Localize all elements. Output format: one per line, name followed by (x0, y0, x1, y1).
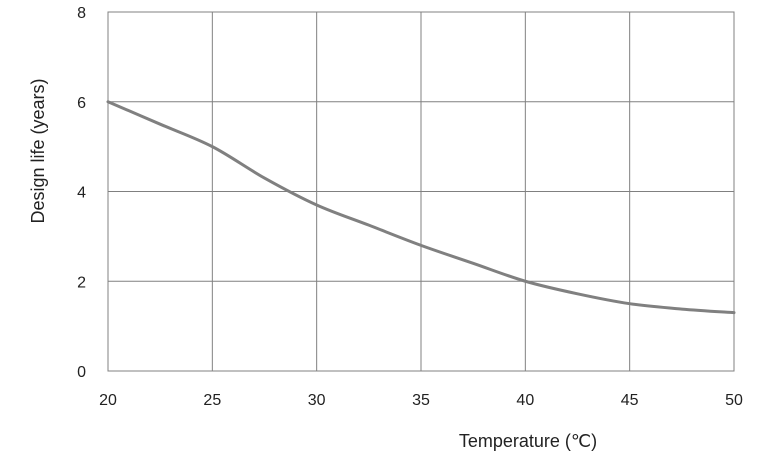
y-tick-label: 0 (77, 364, 86, 381)
y-tick-label: 6 (77, 95, 86, 112)
x-tick-label: 25 (203, 392, 221, 409)
x-tick-label: 20 (99, 392, 117, 409)
x-axis-ticks: 20 25 30 35 40 45 50 (99, 392, 743, 409)
x-tick-label: 40 (516, 392, 534, 409)
series-group (106, 100, 736, 315)
x-tick-label: 30 (308, 392, 326, 409)
y-axis-title: Design life (years) (28, 78, 48, 223)
series-line-design-life (106, 100, 736, 315)
x-axis-title: Temperature (℃) (459, 431, 597, 451)
y-tick-label: 4 (77, 185, 86, 202)
y-tick-label: 2 (77, 274, 86, 291)
x-tick-label: 45 (621, 392, 639, 409)
y-axis-ticks: 0 2 4 6 8 (77, 5, 86, 381)
x-tick-label: 50 (725, 392, 743, 409)
x-tick-label: 35 (412, 392, 430, 409)
y-tick-label: 8 (77, 5, 86, 22)
